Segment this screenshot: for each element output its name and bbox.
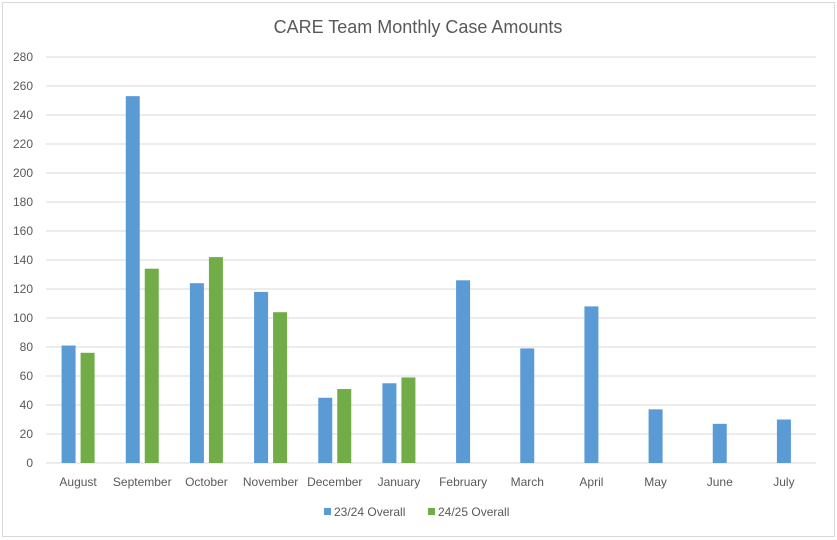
chart-title: CARE Team Monthly Case Amounts: [274, 17, 563, 37]
y-tick-label: 40: [20, 398, 34, 412]
bar: [318, 397, 333, 463]
legend-label: 24/25 Overall: [438, 505, 509, 519]
y-tick-label: 120: [13, 282, 33, 296]
x-tick-label: July: [773, 475, 794, 489]
x-tick-label: August: [59, 475, 97, 489]
x-tick-label: February: [439, 475, 487, 489]
x-tick-label: November: [243, 475, 298, 489]
x-tick-label: March: [511, 475, 544, 489]
y-tick-label: 240: [13, 108, 33, 122]
legend-swatch: [324, 508, 331, 515]
bar: [273, 312, 288, 463]
bar: [520, 348, 535, 463]
bar: [189, 283, 204, 463]
bar: [80, 352, 95, 463]
x-tick-label: December: [307, 475, 362, 489]
bar: [456, 280, 471, 463]
bar: [776, 419, 791, 463]
x-tick-label: June: [707, 475, 733, 489]
y-tick-label: 60: [20, 369, 34, 383]
y-tick-label: 140: [13, 253, 33, 267]
bar: [61, 345, 76, 463]
x-tick-label: April: [579, 475, 603, 489]
bar: [144, 268, 159, 463]
x-tick-label: May: [644, 475, 667, 489]
bar: [382, 383, 397, 463]
y-tick-label: 80: [20, 340, 34, 354]
y-tick-label: 280: [13, 50, 33, 64]
y-tick-label: 200: [13, 166, 33, 180]
y-tick-label: 220: [13, 137, 33, 151]
bar: [401, 377, 416, 463]
y-tick-label: 100: [13, 311, 33, 325]
legend-swatch: [428, 508, 435, 515]
x-tick-label: September: [113, 475, 172, 489]
y-tick-label: 0: [26, 456, 33, 470]
bar: [208, 257, 223, 463]
bar: [337, 389, 352, 463]
y-tick-label: 160: [13, 224, 33, 238]
x-tick-label: January: [378, 475, 421, 489]
bar: [125, 96, 140, 464]
bar: [584, 306, 599, 463]
bar: [254, 291, 269, 463]
x-tick-label: October: [185, 475, 228, 489]
y-tick-label: 260: [13, 79, 33, 93]
bar: [648, 409, 663, 463]
y-tick-label: 20: [20, 427, 34, 441]
bar: [712, 423, 727, 463]
legend-label: 23/24 Overall: [334, 505, 405, 519]
y-tick-label: 180: [13, 195, 33, 209]
